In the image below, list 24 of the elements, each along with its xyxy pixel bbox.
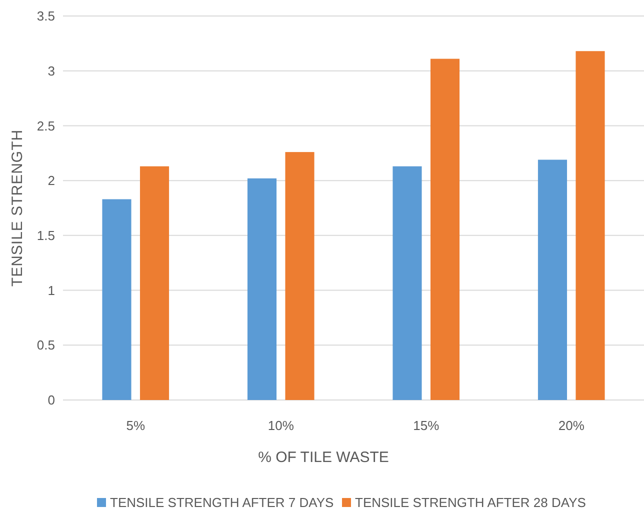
y-axis-title: TENSILE STRENGTH — [9, 129, 26, 287]
bar — [430, 58, 460, 400]
bar — [285, 152, 314, 400]
y-tick-label: 1.5 — [36, 228, 55, 243]
bar — [102, 199, 132, 400]
y-tick-label: 1 — [48, 282, 55, 298]
x-tick-label: 15% — [413, 418, 440, 433]
legend-label: TENSILE STRENGTH AFTER 7 DAYS — [110, 495, 334, 510]
x-tick-label: 10% — [268, 418, 294, 433]
bar — [576, 51, 605, 400]
y-tick-label: 3.5 — [36, 8, 55, 24]
bar — [247, 178, 277, 400]
y-tick-label: 3 — [48, 63, 55, 78]
bar — [538, 160, 568, 400]
bar — [140, 166, 170, 400]
x-axis-title: % OF TILE WASTE — [258, 449, 389, 466]
x-tick-label: 5% — [126, 418, 146, 433]
y-tick-label: 0 — [48, 392, 55, 408]
legend-label: TENSILE STRENGTH AFTER 28 DAYS — [355, 495, 586, 510]
x-tick-label: 20% — [558, 418, 585, 433]
y-tick-label: 2 — [48, 173, 55, 188]
y-tick-label: 2.5 — [36, 118, 55, 134]
bar — [392, 166, 422, 400]
y-tick-label: 0.5 — [36, 338, 55, 353]
